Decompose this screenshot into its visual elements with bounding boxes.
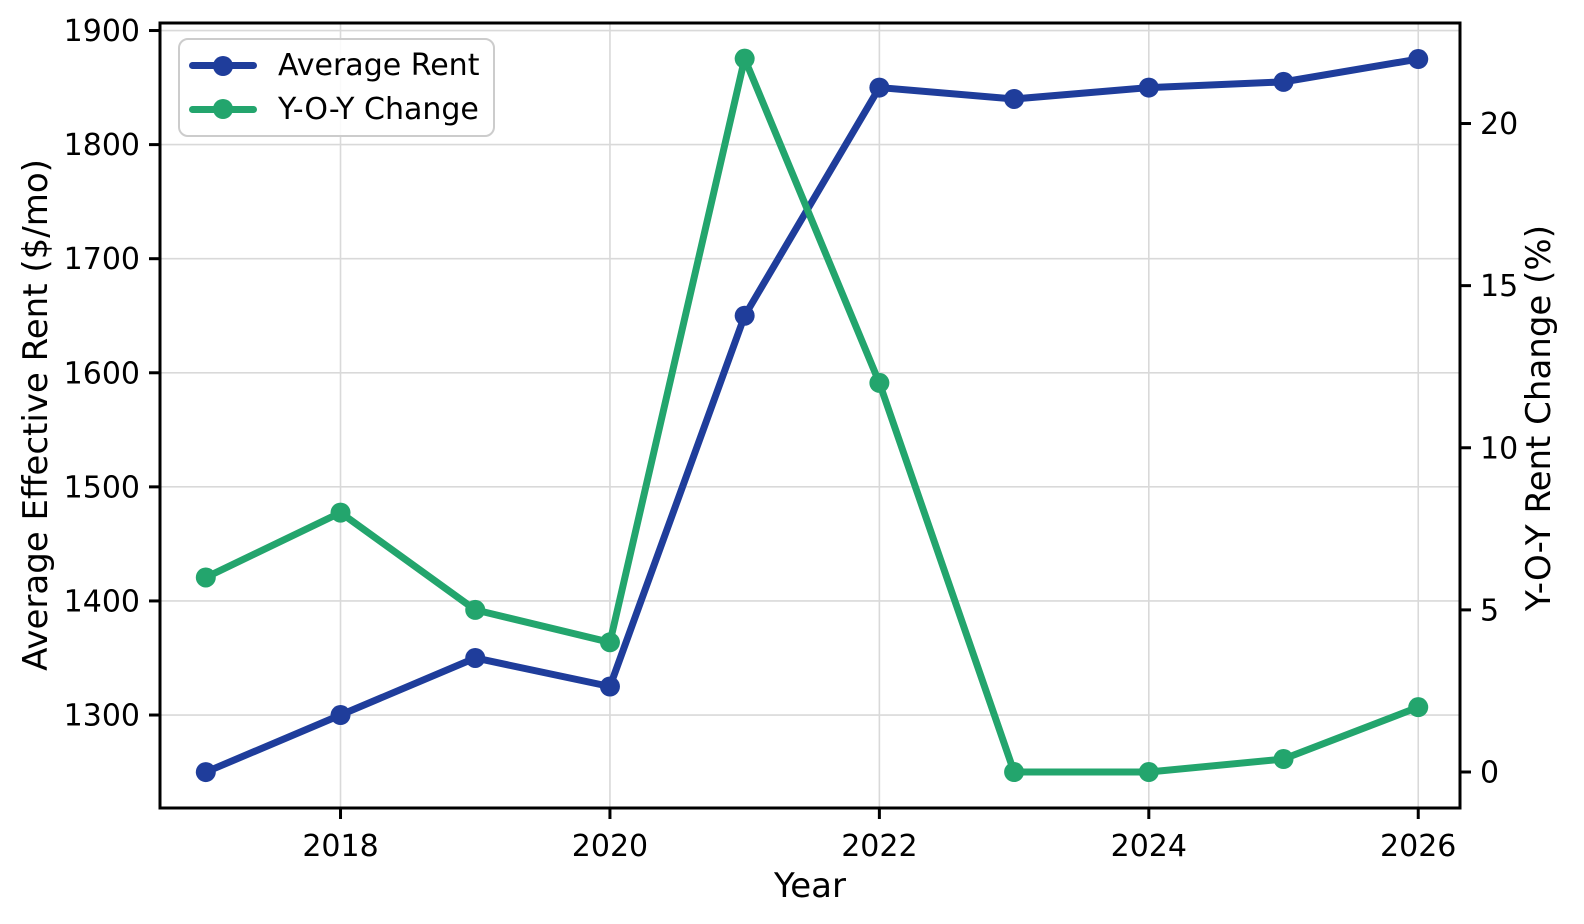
legend-item-yoy-change: Y-O-Y Change <box>180 92 493 127</box>
legend-label-yoy-change: Y-O-Y Change <box>278 91 479 127</box>
axis-ticks <box>149 29 1471 819</box>
left-axis-label: Average Effective Rent ($/mo) <box>16 159 56 671</box>
right-tick-label: 0 <box>1480 756 1499 791</box>
right-tick-label: 20 <box>1480 107 1518 142</box>
data-point-average-rent-2024 <box>1138 77 1159 98</box>
x-tick-label: 2018 <box>302 829 378 864</box>
legend: Average Rent Y-O-Y Change <box>178 38 495 137</box>
legend-label-average-rent: Average Rent <box>278 48 480 84</box>
data-point-average-rent-2020 <box>599 676 620 697</box>
legend-item-average-rent: Average Rent <box>180 48 493 83</box>
data-point-average-rent-2018 <box>330 705 351 726</box>
x-axis-label: Year <box>774 866 846 906</box>
right-tick-label: 10 <box>1480 431 1518 466</box>
data-point-y-o-y-change-2023 <box>1004 762 1025 783</box>
data-point-y-o-y-change-2020 <box>599 632 620 653</box>
left-tick-label: 1600 <box>64 356 140 391</box>
series-average-rent <box>195 49 1429 783</box>
plot-border <box>158 21 1462 810</box>
average-rent-line-swatch-icon <box>189 55 257 76</box>
left-tick-label: 1700 <box>64 242 140 277</box>
data-point-y-o-y-change-2017 <box>195 567 216 588</box>
data-point-y-o-y-change-2021 <box>734 48 755 69</box>
x-tick-label: 2026 <box>1380 829 1456 864</box>
x-tick-label: 2020 <box>572 829 648 864</box>
left-tick-label: 1500 <box>64 470 140 505</box>
series-line-y-o-y-change <box>202 55 1422 776</box>
yoy-change-line-swatch-icon <box>189 99 257 120</box>
left-tick-label: 1800 <box>64 128 140 163</box>
x-tick-label: 2024 <box>1111 829 1187 864</box>
data-point-y-o-y-change-2018 <box>330 502 351 523</box>
series-line-average-rent <box>202 55 1422 776</box>
data-point-average-rent-2022 <box>869 77 890 98</box>
x-tick-label: 2022 <box>841 829 917 864</box>
data-point-y-o-y-change-2022 <box>869 372 890 393</box>
left-tick-label: 1400 <box>64 584 140 619</box>
right-tick-label: 5 <box>1480 593 1499 628</box>
tick-labels: 1300 1400 1500 1600 1700 1800 1900 0 5 10 15 20 2018… <box>64 14 1519 864</box>
data-point-average-rent-2026 <box>1408 49 1429 70</box>
right-axis-label: Y-O-Y Rent Change (%) <box>1519 225 1559 611</box>
data-point-y-o-y-change-2026 <box>1408 697 1429 718</box>
data-point-average-rent-2017 <box>195 762 216 783</box>
data-point-y-o-y-change-2024 <box>1138 762 1159 783</box>
data-point-y-o-y-change-2025 <box>1273 749 1294 770</box>
gridlines <box>160 23 1460 808</box>
left-tick-label: 1900 <box>64 14 140 49</box>
data-point-average-rent-2021 <box>734 305 755 326</box>
data-point-average-rent-2023 <box>1004 88 1025 109</box>
right-tick-label: 15 <box>1480 269 1518 304</box>
data-point-average-rent-2019 <box>465 647 486 668</box>
data-point-y-o-y-change-2019 <box>465 599 486 620</box>
left-tick-label: 1300 <box>64 699 140 734</box>
data-point-average-rent-2025 <box>1273 71 1294 92</box>
series-y-o-y-change <box>195 48 1429 783</box>
